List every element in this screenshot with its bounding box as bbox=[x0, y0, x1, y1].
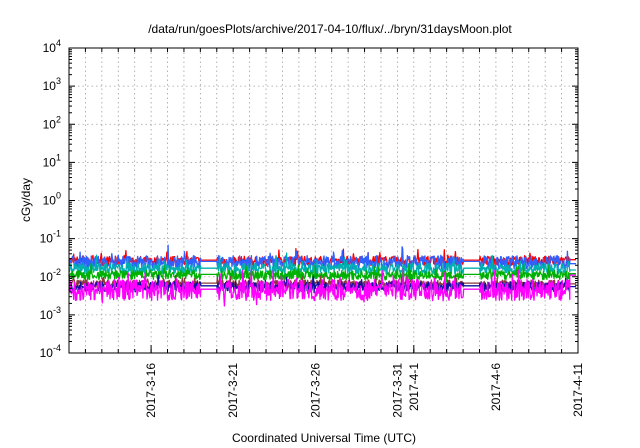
y-tick-label: 10-3 bbox=[40, 305, 61, 322]
x-tick-label: 2017-4-6 bbox=[489, 363, 503, 411]
x-tick-label: 2017-4-11 bbox=[571, 363, 585, 417]
chart-title: /data/run/goesPlots/archive/2017-04-10/f… bbox=[148, 22, 512, 36]
series-line bbox=[68, 252, 576, 278]
y-tick-label: 101 bbox=[43, 152, 61, 169]
x-axis-label: Coordinated Universal Time (UTC) bbox=[232, 431, 416, 445]
x-tick-label: 2017-3-21 bbox=[226, 363, 240, 418]
y-tick-label: 100 bbox=[43, 191, 61, 208]
x-axis-ticks: 2017-3-16 2017-3-21 2017-3-26 2017-3-31 2017… bbox=[84, 48, 585, 418]
series-layer bbox=[68, 244, 576, 307]
y-tick-label: 103 bbox=[43, 76, 61, 93]
series-line bbox=[68, 262, 576, 283]
series-line bbox=[68, 267, 576, 307]
y-tick-label: 10-1 bbox=[40, 229, 61, 246]
y-tick-label: 102 bbox=[43, 114, 61, 131]
y-tick-label: 10-4 bbox=[40, 343, 61, 360]
series-line bbox=[68, 244, 576, 273]
y-axis-label: cGy/day bbox=[19, 178, 33, 222]
x-tick-label: 2017-3-16 bbox=[144, 363, 158, 418]
grid bbox=[69, 48, 578, 353]
x-tick-label: 2017-4-1 bbox=[407, 363, 421, 411]
x-tick-label: 2017-3-31 bbox=[390, 363, 404, 418]
y-tick-label: 104 bbox=[43, 38, 61, 55]
y-tick-label: 10-2 bbox=[40, 267, 61, 284]
x-tick-label: 2017-3-26 bbox=[308, 363, 322, 418]
y-axis-ticks: 10-4 10-3 10-2 10-1 100 101 102 103 104 bbox=[40, 38, 578, 360]
